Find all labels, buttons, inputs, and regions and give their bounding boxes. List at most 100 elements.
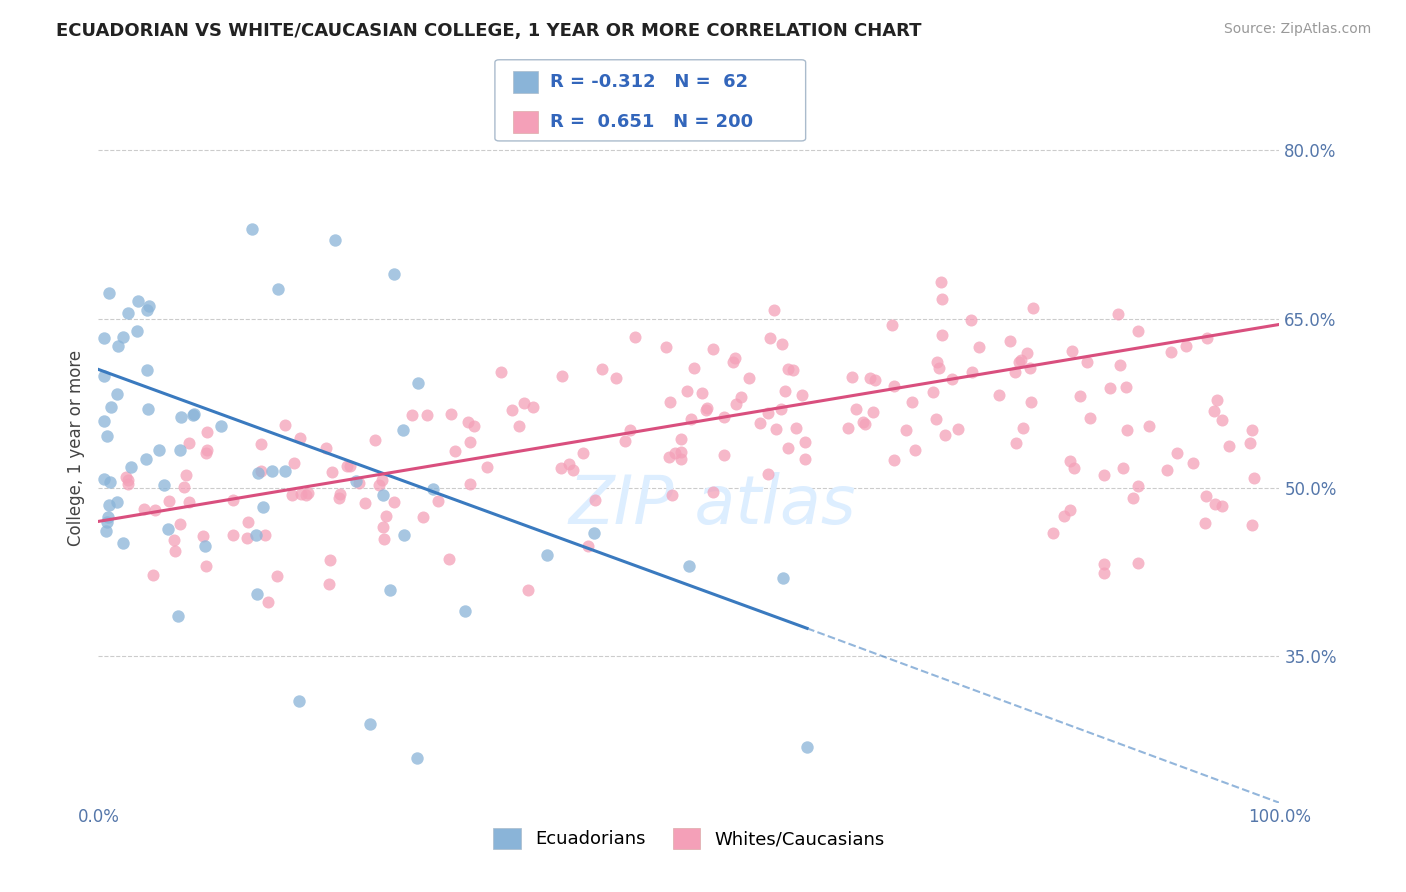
Point [756, 406, 779, 420]
Point [1111, 461, 1133, 475]
Point [1115, 423, 1137, 437]
Point [927, 355, 949, 369]
Point [1241, 423, 1264, 437]
Point [929, 275, 952, 289]
Point [117, 476, 139, 491]
Point [1042, 525, 1064, 540]
Point [1206, 393, 1229, 408]
Point [1174, 338, 1197, 352]
Point [702, 485, 724, 500]
Point [605, 370, 627, 384]
Point [794, 435, 817, 450]
Point [463, 419, 485, 434]
Point [904, 442, 927, 457]
Point [132, 502, 155, 516]
Point [1211, 413, 1233, 427]
Point [382, 267, 405, 281]
Point [790, 388, 813, 402]
Point [183, 408, 205, 422]
Point [236, 531, 259, 545]
Point [107, 339, 129, 353]
Point [93, 331, 115, 345]
Point [245, 528, 267, 542]
Point [157, 522, 180, 536]
Point [853, 417, 876, 432]
Point [1059, 502, 1081, 516]
Point [550, 461, 572, 475]
Point [319, 553, 342, 567]
Point [406, 751, 429, 765]
Point [347, 475, 370, 490]
Point [562, 463, 585, 477]
Point [661, 488, 683, 502]
Point [614, 434, 637, 448]
Point [127, 294, 149, 309]
Point [1202, 404, 1225, 418]
Point [117, 473, 139, 487]
Point [1239, 435, 1261, 450]
Point [136, 363, 159, 377]
Text: Source: ZipAtlas.com: Source: ZipAtlas.com [1223, 22, 1371, 37]
Point [315, 441, 337, 455]
Point [125, 324, 148, 338]
Point [658, 450, 681, 465]
Point [328, 491, 350, 506]
Point [159, 494, 181, 508]
Text: ECUADORIAN VS WHITE/CAUCASIAN COLLEGE, 1 YEAR OR MORE CORRELATION CHART: ECUADORIAN VS WHITE/CAUCASIAN COLLEGE, 1… [56, 22, 922, 40]
Point [318, 577, 340, 591]
Point [960, 313, 983, 327]
Point [406, 376, 429, 390]
Point [516, 582, 538, 597]
Point [260, 464, 283, 478]
Point [551, 369, 574, 384]
Point [1099, 381, 1122, 395]
Point [382, 495, 405, 509]
Point [738, 371, 761, 385]
Point [96, 429, 118, 443]
Point [359, 717, 381, 731]
Point [763, 302, 786, 317]
Point [344, 475, 367, 489]
Point [93, 369, 115, 384]
Point [209, 418, 232, 433]
Point [1126, 556, 1149, 570]
Point [967, 340, 990, 354]
Point [177, 436, 200, 450]
Point [1160, 344, 1182, 359]
Point [865, 373, 887, 387]
Point [655, 340, 678, 354]
Point [756, 467, 779, 482]
Point [859, 371, 882, 385]
Point [368, 477, 391, 491]
Point [105, 495, 128, 509]
Point [624, 329, 647, 343]
Point [416, 408, 439, 422]
Point [177, 495, 200, 509]
Point [702, 342, 724, 356]
Point [96, 515, 118, 529]
Point [195, 442, 218, 457]
Point [183, 408, 205, 422]
Point [96, 524, 118, 539]
Point [1063, 461, 1085, 475]
Point [458, 435, 481, 450]
Point [591, 361, 613, 376]
Point [776, 441, 799, 455]
Point [443, 443, 465, 458]
Point [401, 408, 423, 422]
Point [785, 421, 807, 435]
Point [364, 433, 387, 447]
Point [93, 414, 115, 428]
Point [1005, 436, 1028, 450]
Point [148, 443, 170, 458]
Point [536, 548, 558, 562]
Point [1243, 470, 1265, 484]
Point [1194, 516, 1216, 531]
Point [290, 487, 312, 501]
Point [931, 328, 953, 343]
Point [669, 433, 692, 447]
Point [1107, 307, 1129, 321]
Legend: Ecuadorians, Whites/Caucasians: Ecuadorians, Whites/Caucasians [485, 819, 893, 857]
Point [1076, 355, 1098, 369]
Point [297, 486, 319, 500]
